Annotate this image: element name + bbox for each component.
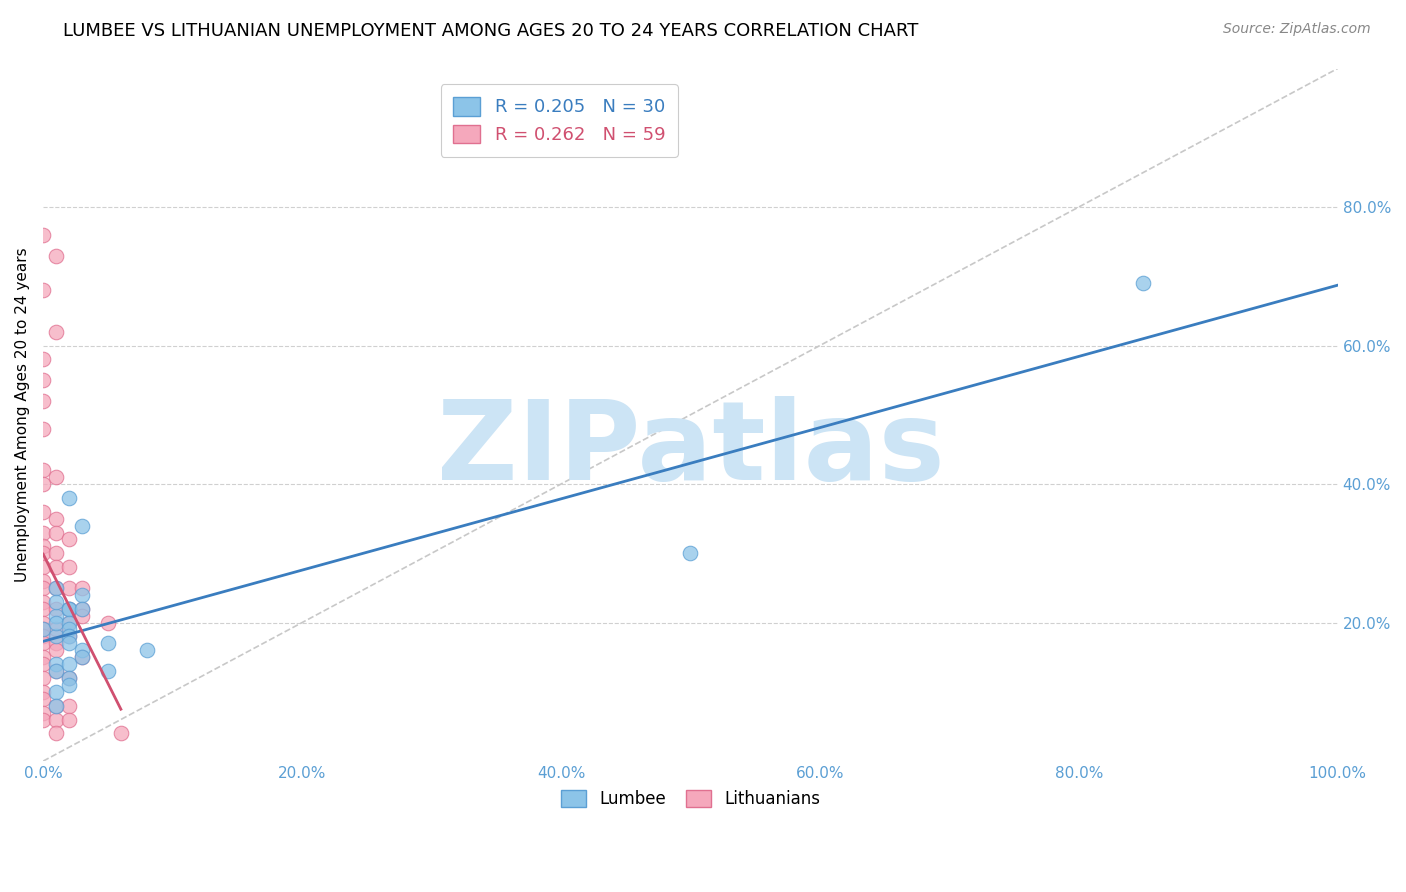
Point xyxy=(45,713,67,727)
Point xyxy=(45,525,67,540)
Point xyxy=(58,636,80,650)
Point xyxy=(32,227,55,242)
Point xyxy=(58,601,80,615)
Point xyxy=(70,643,93,657)
Point xyxy=(32,601,55,615)
Point xyxy=(58,615,80,630)
Point xyxy=(32,525,55,540)
Point xyxy=(58,629,80,643)
Point xyxy=(45,581,67,595)
Point xyxy=(32,636,55,650)
Point xyxy=(32,706,55,720)
Point xyxy=(45,726,67,740)
Point xyxy=(70,588,93,602)
Point xyxy=(1132,277,1154,291)
Point xyxy=(45,325,67,339)
Point xyxy=(45,643,67,657)
Point xyxy=(45,581,67,595)
Point xyxy=(58,491,80,505)
Point xyxy=(45,595,67,609)
Point xyxy=(58,601,80,615)
Point xyxy=(58,560,80,574)
Point xyxy=(32,581,55,595)
Point xyxy=(45,560,67,574)
Point xyxy=(45,698,67,713)
Point xyxy=(45,685,67,699)
Point xyxy=(45,629,67,643)
Point xyxy=(32,657,55,672)
Point xyxy=(32,671,55,685)
Text: Source: ZipAtlas.com: Source: ZipAtlas.com xyxy=(1223,22,1371,37)
Point xyxy=(58,657,80,672)
Point xyxy=(32,505,55,519)
Point xyxy=(70,601,93,615)
Point xyxy=(45,608,67,623)
Point xyxy=(58,623,80,637)
Point xyxy=(32,623,55,637)
Point xyxy=(58,713,80,727)
Point xyxy=(32,574,55,588)
Text: ZIPatlas: ZIPatlas xyxy=(436,396,945,503)
Point xyxy=(58,698,80,713)
Point xyxy=(32,650,55,665)
Point xyxy=(58,671,80,685)
Point xyxy=(58,629,80,643)
Point xyxy=(32,477,55,491)
Point xyxy=(32,560,55,574)
Point xyxy=(32,463,55,477)
Point xyxy=(45,615,67,630)
Point xyxy=(45,470,67,484)
Point xyxy=(32,691,55,706)
Y-axis label: Unemployment Among Ages 20 to 24 years: Unemployment Among Ages 20 to 24 years xyxy=(15,247,30,582)
Point xyxy=(32,283,55,297)
Point xyxy=(110,726,132,740)
Point xyxy=(32,546,55,560)
Point xyxy=(97,664,120,678)
Point xyxy=(58,601,80,615)
Point xyxy=(32,713,55,727)
Point xyxy=(45,546,67,560)
Point xyxy=(32,422,55,436)
Point xyxy=(58,615,80,630)
Point xyxy=(45,664,67,678)
Point xyxy=(70,650,93,665)
Point xyxy=(45,657,67,672)
Point xyxy=(45,601,67,615)
Point xyxy=(32,595,55,609)
Point xyxy=(45,511,67,525)
Point xyxy=(32,540,55,554)
Point xyxy=(97,615,120,630)
Point xyxy=(70,601,93,615)
Point xyxy=(32,615,55,630)
Point xyxy=(45,623,67,637)
Point xyxy=(32,623,55,637)
Point xyxy=(45,248,67,262)
Point xyxy=(45,636,67,650)
Point xyxy=(58,678,80,692)
Point xyxy=(32,373,55,387)
Text: LUMBEE VS LITHUANIAN UNEMPLOYMENT AMONG AGES 20 TO 24 YEARS CORRELATION CHART: LUMBEE VS LITHUANIAN UNEMPLOYMENT AMONG … xyxy=(63,22,918,40)
Point xyxy=(58,581,80,595)
Point xyxy=(45,664,67,678)
Point xyxy=(32,629,55,643)
Point xyxy=(70,608,93,623)
Point xyxy=(135,643,157,657)
Point xyxy=(97,636,120,650)
Point xyxy=(70,581,93,595)
Point xyxy=(679,546,702,560)
Point xyxy=(45,698,67,713)
Legend: Lumbee, Lithuanians: Lumbee, Lithuanians xyxy=(554,783,827,815)
Point xyxy=(70,518,93,533)
Point xyxy=(32,393,55,408)
Point xyxy=(58,533,80,547)
Point xyxy=(32,352,55,367)
Point xyxy=(32,685,55,699)
Point xyxy=(70,650,93,665)
Point xyxy=(58,671,80,685)
